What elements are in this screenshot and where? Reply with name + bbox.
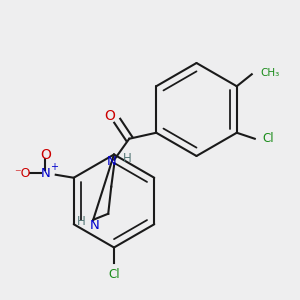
Text: N: N — [90, 219, 100, 232]
Text: H: H — [77, 215, 85, 228]
Text: +: + — [50, 162, 58, 172]
Text: N: N — [40, 167, 50, 180]
Text: Cl: Cl — [262, 132, 274, 145]
Text: O: O — [40, 148, 51, 162]
Text: CH₃: CH₃ — [261, 68, 280, 78]
Text: N: N — [106, 155, 116, 168]
Text: O: O — [104, 109, 115, 123]
Text: ⁻O: ⁻O — [14, 167, 31, 180]
Text: Cl: Cl — [108, 268, 120, 281]
Text: H: H — [123, 152, 132, 165]
